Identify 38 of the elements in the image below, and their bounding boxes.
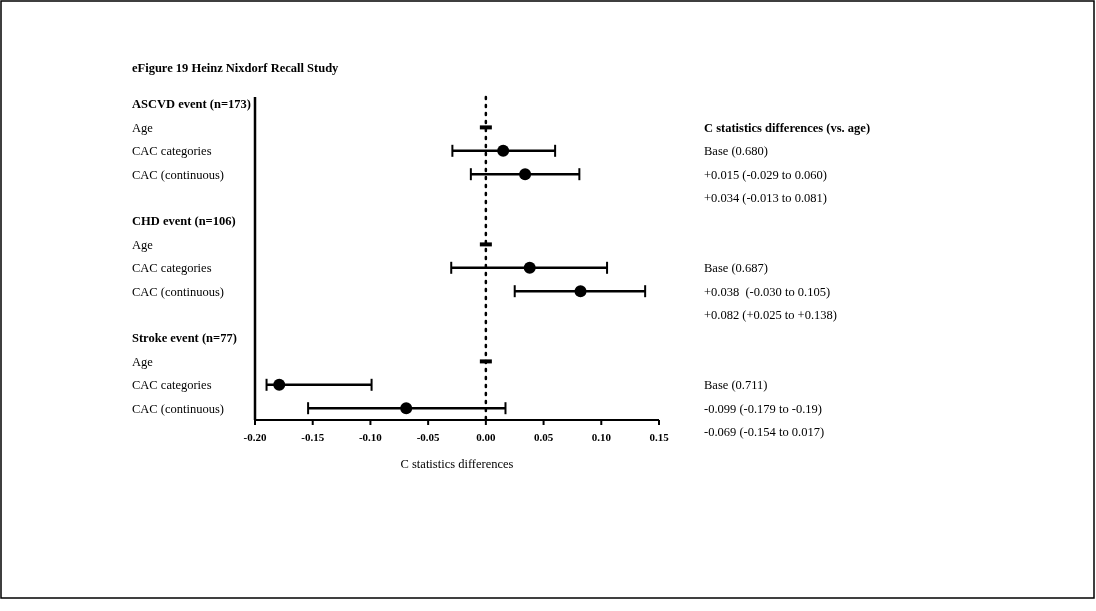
text: +0.034 (-0.013 to 0.081) [704,190,828,205]
x-tick-label: -0.05 [416,431,441,443]
text: Base (0.680) [704,144,768,159]
y-tick-label: Age [132,237,154,252]
point [273,378,286,391]
point [574,285,587,298]
chart-title: eFigure 19 Heinz Nixdorf Recall Study [132,61,340,75]
x-tick-label: 0.05 [533,431,554,443]
y-tick-label: CAC categories [132,261,212,276]
x-axis-title: C statistics differences [400,457,514,471]
x-tick-label: -0.10 [358,431,383,443]
y-tick-label: CAC (continuous) [132,284,225,299]
x-tick-label: -0.15 [301,431,325,443]
y-tick-label: Age [132,354,154,369]
text: Base (0.687) [704,261,768,276]
text: +0.015 (-0.029 to 0.060) [704,167,828,182]
x-tick-label: 0.15 [649,431,670,443]
text: +0.082 (+0.025 to +0.138) [704,307,837,322]
y-tick-label: Stroke event (n=77) [132,331,237,346]
text: -0.069 (-0.154 to 0.017) [704,424,825,439]
point [400,402,413,415]
y-tick-label: CHD event (n=106) [132,214,236,229]
y-tick-label: CAC (continuous) [132,167,225,182]
x-tick-label: 0.10 [591,431,612,443]
y-tick-label: Age [132,120,154,135]
y-tick-label: CAC categories [132,378,212,393]
y-tick-label: CAC categories [132,144,212,159]
point [519,168,532,181]
y-tick-label: ASCVD event (n=173) [132,97,251,112]
text: C statistics differences (vs. age) [704,120,871,135]
point [523,261,536,274]
text: Base (0.711) [704,378,768,393]
point [497,144,510,157]
x-tick-label: -0.20 [243,431,267,443]
x-tick-label: 0.00 [476,431,496,443]
y-tick-label: CAC (continuous) [132,401,225,416]
text: -0.099 (-0.179 to -0.19) [704,401,823,416]
text: +0.038 (-0.030 to 0.105) [704,284,831,299]
